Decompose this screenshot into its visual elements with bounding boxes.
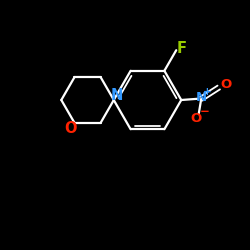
Text: N: N bbox=[110, 88, 122, 103]
Text: N: N bbox=[196, 91, 207, 104]
Text: O: O bbox=[191, 112, 202, 124]
Text: O: O bbox=[64, 121, 77, 136]
Text: −: − bbox=[200, 105, 210, 118]
Text: O: O bbox=[220, 78, 231, 92]
Text: +: + bbox=[202, 87, 211, 97]
Text: F: F bbox=[177, 42, 187, 56]
